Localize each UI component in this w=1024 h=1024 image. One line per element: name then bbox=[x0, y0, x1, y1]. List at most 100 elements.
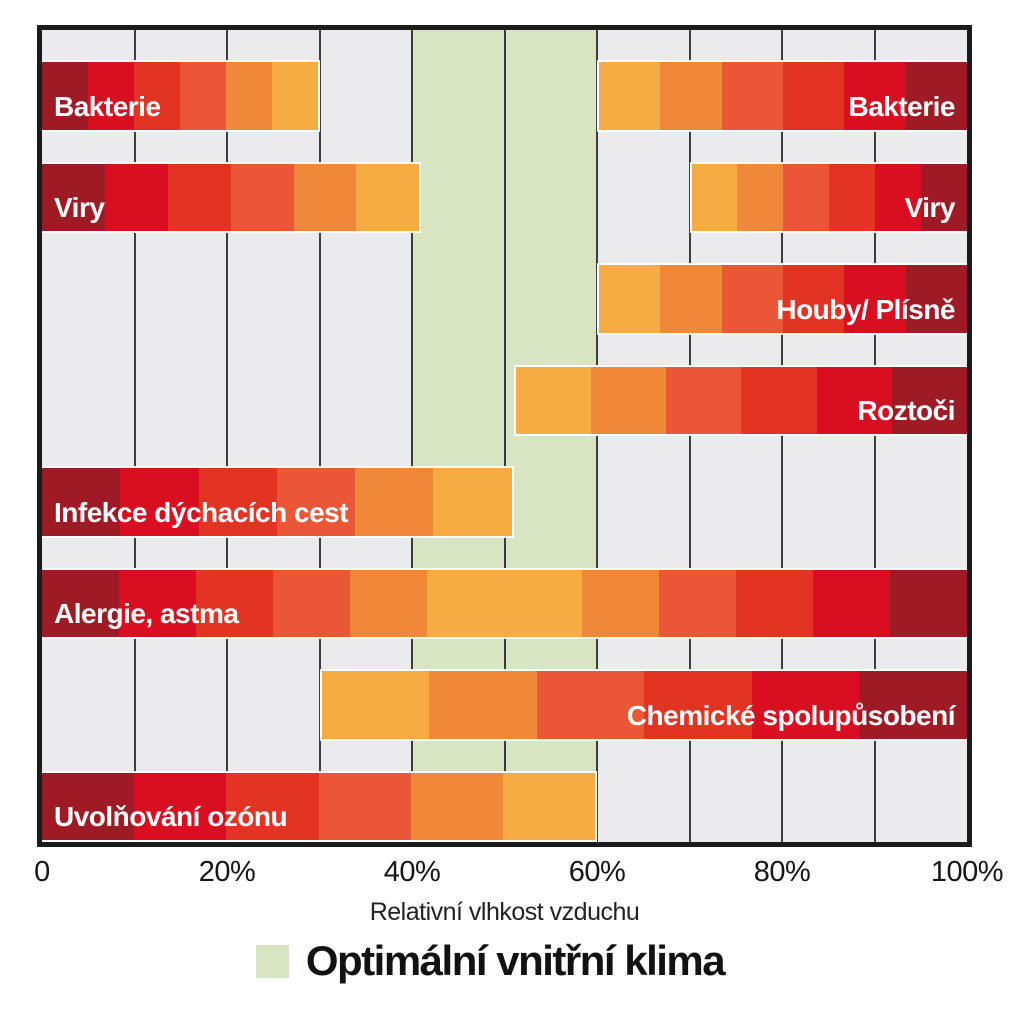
bar-segment bbox=[751, 671, 860, 739]
bar-segment bbox=[812, 569, 890, 637]
bar-segment bbox=[581, 569, 659, 637]
bar-segment bbox=[271, 62, 318, 130]
bar-segment bbox=[515, 366, 591, 434]
bar-segment bbox=[844, 265, 906, 333]
gridline-90 bbox=[873, 30, 876, 842]
bar-segment bbox=[905, 265, 967, 333]
bar-segment bbox=[875, 163, 922, 231]
plot-area: Bakterie Bakterie Viry Viry Houby/ Plísně Roz… bbox=[37, 25, 972, 847]
row-5: Infekce dýchacích cest bbox=[42, 436, 967, 538]
x-tick-100: 100% bbox=[930, 856, 1004, 888]
bar-segment bbox=[273, 569, 351, 637]
gridline-80 bbox=[781, 30, 783, 842]
bar-segment bbox=[658, 569, 736, 637]
bar-alergie-astma-left: Alergie, astma bbox=[42, 567, 967, 639]
row-7: Chemické spolupůsobení bbox=[42, 639, 967, 741]
row-3: Houby/ Plísně bbox=[42, 233, 967, 335]
bar-segment bbox=[276, 468, 356, 536]
bar-segment bbox=[120, 468, 199, 536]
bar-segment bbox=[737, 163, 784, 231]
bar-label-viry: Viry bbox=[904, 192, 956, 223]
x-tick-0: 0 bbox=[34, 856, 50, 888]
bar-segment bbox=[782, 62, 845, 130]
bar-segment bbox=[891, 366, 967, 434]
bar-segment bbox=[133, 62, 180, 130]
gridline-50 bbox=[503, 30, 506, 842]
bar-segment bbox=[293, 163, 357, 231]
bar-rows: Bakterie Bakterie Viry Viry Houby/ Plísně Roz… bbox=[42, 30, 968, 842]
bar-segment bbox=[119, 569, 197, 637]
gridline-20 bbox=[226, 30, 228, 842]
row-1: Bakterie Bakterie bbox=[42, 30, 967, 132]
bar-segment bbox=[859, 671, 967, 739]
gridline-10 bbox=[133, 30, 136, 842]
bar-uvol-ov-n-oz-nu-left: Uvolňování ozónu bbox=[42, 770, 597, 842]
bar-segment bbox=[42, 468, 121, 536]
bar-label-bakterie: Bakterie bbox=[848, 90, 955, 122]
bar-segment bbox=[356, 163, 420, 231]
bar-segment bbox=[721, 265, 783, 333]
bar-segment bbox=[42, 62, 88, 130]
legend-label: Optimální vnitřní klima bbox=[305, 937, 726, 984]
x-tick-40: 40% bbox=[383, 856, 441, 888]
x-axis-ticks: 0 20% 40% 60% 80% 100% bbox=[34, 856, 1003, 890]
bar-label-infekce-d-chac-ch-cest: Infekce dýchacích cest bbox=[54, 496, 349, 528]
bar-segment bbox=[350, 569, 428, 637]
bar-segment bbox=[829, 163, 876, 231]
bar-segment bbox=[225, 62, 272, 130]
bar-label-chemick-spolup-soben: Chemické spolupůsobení bbox=[626, 699, 956, 731]
bar-segment bbox=[42, 163, 105, 231]
bar-segment bbox=[502, 772, 596, 840]
bar-segment bbox=[660, 62, 722, 130]
bar-chemick-spolup-soben-right: Chemické spolupůsobení bbox=[319, 669, 967, 741]
bar-label-uvol-ov-n-oz-nu: Uvolňování ozónu bbox=[54, 801, 288, 832]
bar-segment bbox=[735, 569, 813, 637]
bar-segment bbox=[318, 772, 411, 840]
bar-infekce-d-chac-ch-cest-left: Infekce dýchacích cest bbox=[42, 466, 514, 538]
bar-segment bbox=[167, 163, 231, 231]
bar-segment bbox=[666, 366, 742, 434]
bar-segment bbox=[889, 569, 967, 637]
bar-segment bbox=[599, 265, 661, 333]
bar-segment bbox=[321, 671, 430, 739]
bar-label-alergie-astma: Alergie, astma bbox=[54, 598, 239, 629]
bar-bakterie-right: Bakterie bbox=[597, 60, 967, 132]
x-tick-20: 20% bbox=[198, 856, 256, 888]
bar-viry-right: Viry bbox=[689, 161, 968, 233]
bar-segment bbox=[691, 163, 738, 231]
bar-label-rozto-i: Roztoči bbox=[857, 395, 955, 426]
bar-houby-pl-sn-right: Houby/ Plísně bbox=[597, 263, 967, 335]
legend-swatch-optimal-climate bbox=[255, 944, 289, 978]
bar-segment bbox=[783, 163, 830, 231]
bar-segment bbox=[844, 62, 906, 130]
bar-segment bbox=[660, 265, 722, 333]
bar-rozto-i-right: Roztoči bbox=[513, 364, 967, 436]
bar-segment bbox=[599, 62, 661, 130]
bar-segment bbox=[198, 468, 277, 536]
x-tick-60: 60% bbox=[568, 856, 626, 888]
bar-segment bbox=[644, 671, 752, 739]
x-axis-title: Relativní vlhkost vzduchu bbox=[369, 898, 640, 926]
bar-segment bbox=[226, 772, 319, 840]
bar-segment bbox=[87, 62, 134, 130]
bar-segment bbox=[921, 163, 968, 231]
bar-segment bbox=[741, 366, 817, 434]
bar-segment bbox=[42, 772, 135, 840]
bar-segment bbox=[721, 62, 783, 130]
row-6: Alergie, astma bbox=[42, 538, 967, 639]
bar-segment bbox=[134, 772, 227, 840]
bar-segment bbox=[905, 62, 967, 130]
gridline-30 bbox=[318, 30, 321, 842]
bar-segment bbox=[230, 163, 294, 231]
bar-label-houby-pl-sn: Houby/ Plísně bbox=[776, 293, 955, 325]
row-2: Viry Viry bbox=[42, 132, 968, 233]
gridline-60 bbox=[596, 30, 598, 842]
bar-segment bbox=[590, 366, 667, 434]
gridline-70 bbox=[688, 30, 691, 842]
bar-segment bbox=[433, 468, 512, 536]
bar-segment bbox=[196, 569, 274, 637]
bar-segment bbox=[536, 671, 645, 739]
bar-label-viry: Viry bbox=[54, 192, 105, 223]
bar-segment bbox=[355, 468, 434, 536]
